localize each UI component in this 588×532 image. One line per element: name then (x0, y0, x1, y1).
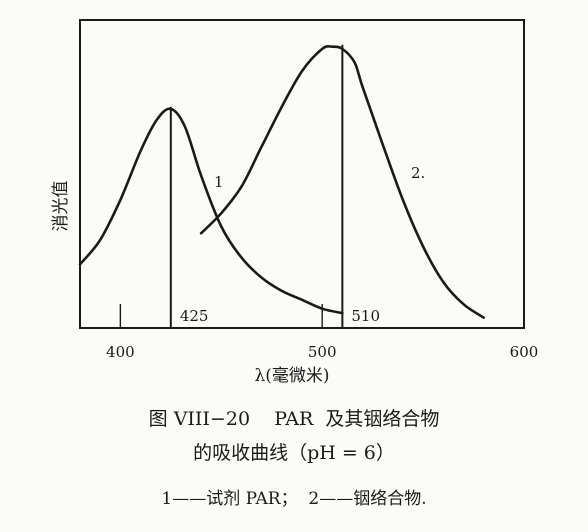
caption-title: 图 VIII−20 PAR 及其铟络合物 (148, 408, 440, 430)
x-tick-label-500: 500 (308, 343, 337, 361)
x-tick-label-400: 400 (106, 343, 135, 361)
plot-frame (79, 19, 525, 329)
absorption-chart: 400 500 600 425 510 1 2. λ(毫微米) 消光值 (51, 19, 539, 386)
series-2-label: 2. (411, 164, 425, 182)
series-1-peak-label: 425 (180, 307, 209, 325)
caption-subtitle: 的吸收曲线（pH = 6） (193, 442, 395, 464)
series-1-label: 1 (214, 173, 224, 191)
x-axis-label: λ(毫微米) (254, 366, 329, 386)
x-tick-label-600: 600 (510, 343, 539, 361)
caption-legend: 1——试剂 PAR； 2——铟络合物. (161, 489, 427, 509)
series-2-peak-label: 510 (351, 307, 380, 325)
y-axis-label: 消光值 (51, 181, 71, 232)
series-1-curve (78, 107, 344, 315)
